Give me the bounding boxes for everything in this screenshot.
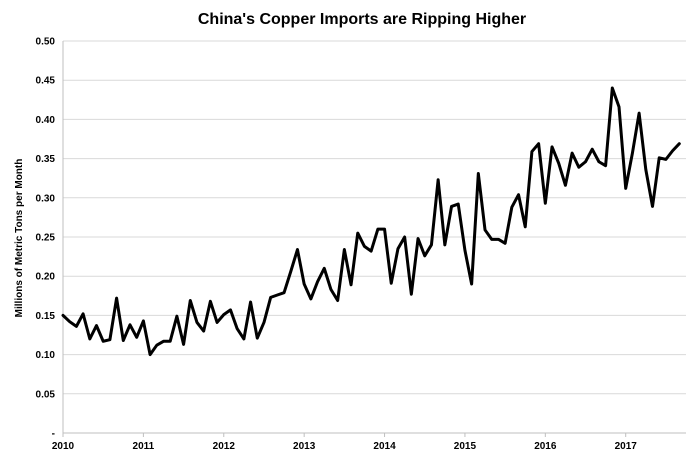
x-tick-label: 2015	[454, 441, 477, 452]
x-tick-label: 2017	[615, 441, 638, 452]
y-tick-label: 0.10	[36, 350, 56, 361]
y-tick-label: 0.50	[36, 37, 56, 48]
y-tick-label: 0.25	[36, 233, 56, 244]
y-axis-label: Millions of Metric Tons per Month	[14, 159, 25, 318]
y-tick-label: 0.30	[36, 193, 56, 204]
y-tick-label: 0.20	[36, 272, 56, 283]
x-tick-label: 2014	[373, 441, 396, 452]
y-tick-label: 0.45	[36, 76, 56, 87]
x-tick-label: 2010	[52, 441, 75, 452]
x-tick-label: 2016	[534, 441, 557, 452]
x-tick-label: 2013	[293, 441, 316, 452]
y-tick-label: -	[52, 429, 55, 440]
y-tick-label: 0.40	[36, 115, 56, 126]
series-group	[61, 86, 681, 357]
chart-title: China's Copper Imports are Ripping Highe…	[198, 11, 526, 28]
y-tick-label: 0.35	[36, 154, 56, 165]
gridlines	[63, 40, 686, 395]
series-line-0	[61, 86, 681, 357]
y-tick-label: 0.05	[36, 389, 56, 400]
y-tick-labels: - 0.05 0.10 0.15 0.20 0.25 0.30 0.35 0.40 0.45 0.5…	[36, 37, 56, 440]
axes	[62, 41, 686, 437]
x-tick-label: 2012	[213, 441, 236, 452]
y-tick-label: 0.15	[36, 311, 56, 322]
x-tick-label: 2011	[133, 441, 155, 452]
x-tick-labels: 2010 2011 2012 2013 2014 2015 2016 2017	[52, 441, 637, 452]
